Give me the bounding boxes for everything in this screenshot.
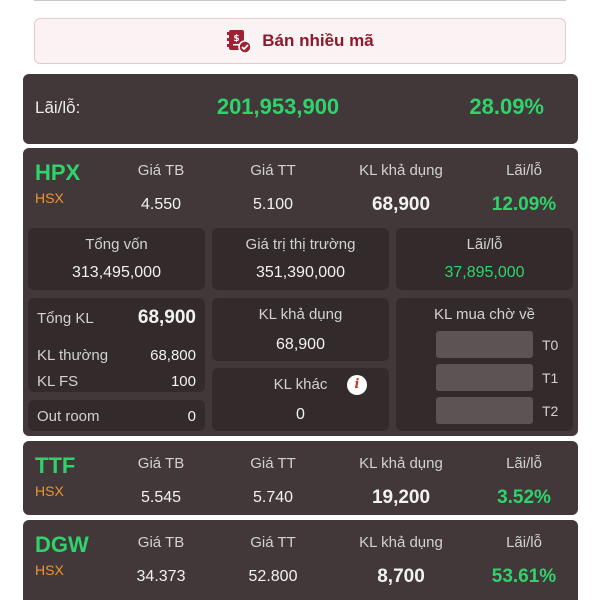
pnl-amount-box: Lãi/lỗ 37,895,000 bbox=[396, 228, 573, 290]
holding-card-ttf[interactable]: TTF HSX Giá TB Giá TT KL khả dụng Lãi/lỗ… bbox=[23, 441, 578, 515]
total-pnl-amount: 201,953,900 bbox=[216, 94, 340, 119]
pending-t1-label: T1 bbox=[542, 370, 559, 386]
document-dollar-check-icon: $ bbox=[227, 30, 253, 54]
total-capital-value: 313,495,000 bbox=[72, 264, 161, 281]
col-avg-price-header: Giá TB bbox=[137, 534, 185, 551]
market-value-label: Giá trị thị trường bbox=[245, 236, 356, 253]
pending-buy-box: KL mua chờ về T0 T1 T2 bbox=[396, 298, 573, 431]
fs-qty-value: 100 bbox=[170, 373, 196, 390]
market-value-box: Giá trị thị trường 351,390,000 bbox=[212, 228, 389, 290]
pending-t2-label: T2 bbox=[542, 403, 559, 419]
available-box: KL khả dụng 68,900 bbox=[212, 298, 389, 361]
avg-price-value: 34.373 bbox=[136, 568, 186, 585]
total-qty-label: Tổng KL bbox=[37, 310, 94, 327]
pnl-amount-value: 37,895,000 bbox=[444, 264, 525, 281]
col-available-header: KL khả dụng bbox=[359, 455, 443, 472]
holding-exchange: HSX bbox=[35, 190, 64, 206]
col-market-price-header: Giá TT bbox=[250, 162, 296, 179]
available-qty-value: 19,200 bbox=[371, 487, 431, 508]
sell-multiple-label: Bán nhiều mã bbox=[262, 31, 374, 50]
top-divider bbox=[34, 0, 566, 1]
normal-qty-label: KL thường bbox=[37, 347, 109, 364]
total-pnl-percent: 28.09% bbox=[469, 94, 544, 119]
col-pnl-header: Lãi/lỗ bbox=[506, 534, 542, 551]
market-price-value: 5.100 bbox=[252, 196, 294, 213]
out-room-box: Out room 0 bbox=[28, 400, 205, 431]
available-value: 68,900 bbox=[276, 336, 325, 353]
normal-qty-value: 68,800 bbox=[150, 347, 196, 364]
col-market-price-header: Giá TT bbox=[250, 534, 296, 551]
pending-t0-bar bbox=[436, 331, 533, 358]
total-capital-label: Tổng vốn bbox=[85, 236, 148, 253]
pnl-amount-label: Lãi/lỗ bbox=[466, 236, 503, 253]
col-available-header: KL khả dụng bbox=[359, 534, 443, 551]
available-qty-value: 68,900 bbox=[371, 194, 431, 215]
market-price-value: 5.740 bbox=[252, 489, 294, 506]
avg-price-value: 4.550 bbox=[140, 196, 182, 213]
col-available-header: KL khả dụng bbox=[359, 162, 443, 179]
pending-buy-label: KL mua chờ về bbox=[434, 306, 535, 323]
col-avg-price-header: Giá TB bbox=[137, 455, 185, 472]
holding-card-dgw[interactable]: DGW HSX Giá TB Giá TT KL khả dụng Lãi/lỗ… bbox=[23, 520, 578, 600]
holding-symbol: HPX bbox=[35, 160, 81, 185]
holding-symbol: DGW bbox=[35, 532, 89, 557]
holding-symbol: TTF bbox=[35, 453, 76, 478]
other-qty-box: KL khác i 0 bbox=[212, 368, 389, 431]
col-pnl-header: Lãi/lỗ bbox=[506, 455, 542, 472]
col-pnl-header: Lãi/lỗ bbox=[506, 162, 542, 179]
fs-qty-label: KL FS bbox=[37, 373, 79, 390]
quantity-breakdown-box: Tổng KL 68,900 KL thường 68,800 KL FS 10… bbox=[28, 298, 205, 392]
available-qty-value: 8,700 bbox=[377, 566, 425, 587]
sell-multiple-button[interactable]: $ Bán nhiều mã bbox=[34, 18, 566, 64]
out-room-value: 0 bbox=[187, 408, 196, 425]
total-pnl-bar: Lãi/lỗ: 201,953,900 28.09% bbox=[23, 74, 578, 144]
svg-text:$: $ bbox=[234, 34, 240, 44]
col-avg-price-header: Giá TB bbox=[137, 162, 185, 179]
holding-exchange: HSX bbox=[35, 483, 64, 499]
holding-card-hpx[interactable]: HPX HSX Giá TB Giá TT KL khả dụng Lãi/lỗ… bbox=[23, 148, 578, 436]
available-label: KL khả dụng bbox=[258, 306, 343, 323]
market-value-value: 351,390,000 bbox=[256, 264, 345, 281]
pnl-percent-value: 12.09% bbox=[491, 194, 557, 215]
total-capital-box: Tổng vốn 313,495,000 bbox=[28, 228, 205, 290]
avg-price-value: 5.545 bbox=[140, 489, 182, 506]
pending-t0-label: T0 bbox=[542, 337, 559, 353]
pending-t2-bar bbox=[436, 397, 533, 424]
total-pnl-label: Lãi/lỗ: bbox=[35, 98, 81, 117]
total-qty-value: 68,900 bbox=[137, 307, 196, 328]
info-icon[interactable]: i bbox=[347, 375, 367, 395]
pnl-percent-value: 53.61% bbox=[491, 566, 557, 587]
holding-exchange: HSX bbox=[35, 562, 64, 578]
pnl-percent-value: 3.52% bbox=[497, 487, 551, 508]
market-price-value: 52.800 bbox=[248, 568, 298, 585]
col-market-price-header: Giá TT bbox=[250, 455, 296, 472]
other-qty-label: KL khác bbox=[273, 376, 328, 393]
pending-t1-bar bbox=[436, 364, 533, 391]
other-qty-value: 0 bbox=[296, 406, 305, 423]
out-room-label: Out room bbox=[37, 408, 100, 425]
